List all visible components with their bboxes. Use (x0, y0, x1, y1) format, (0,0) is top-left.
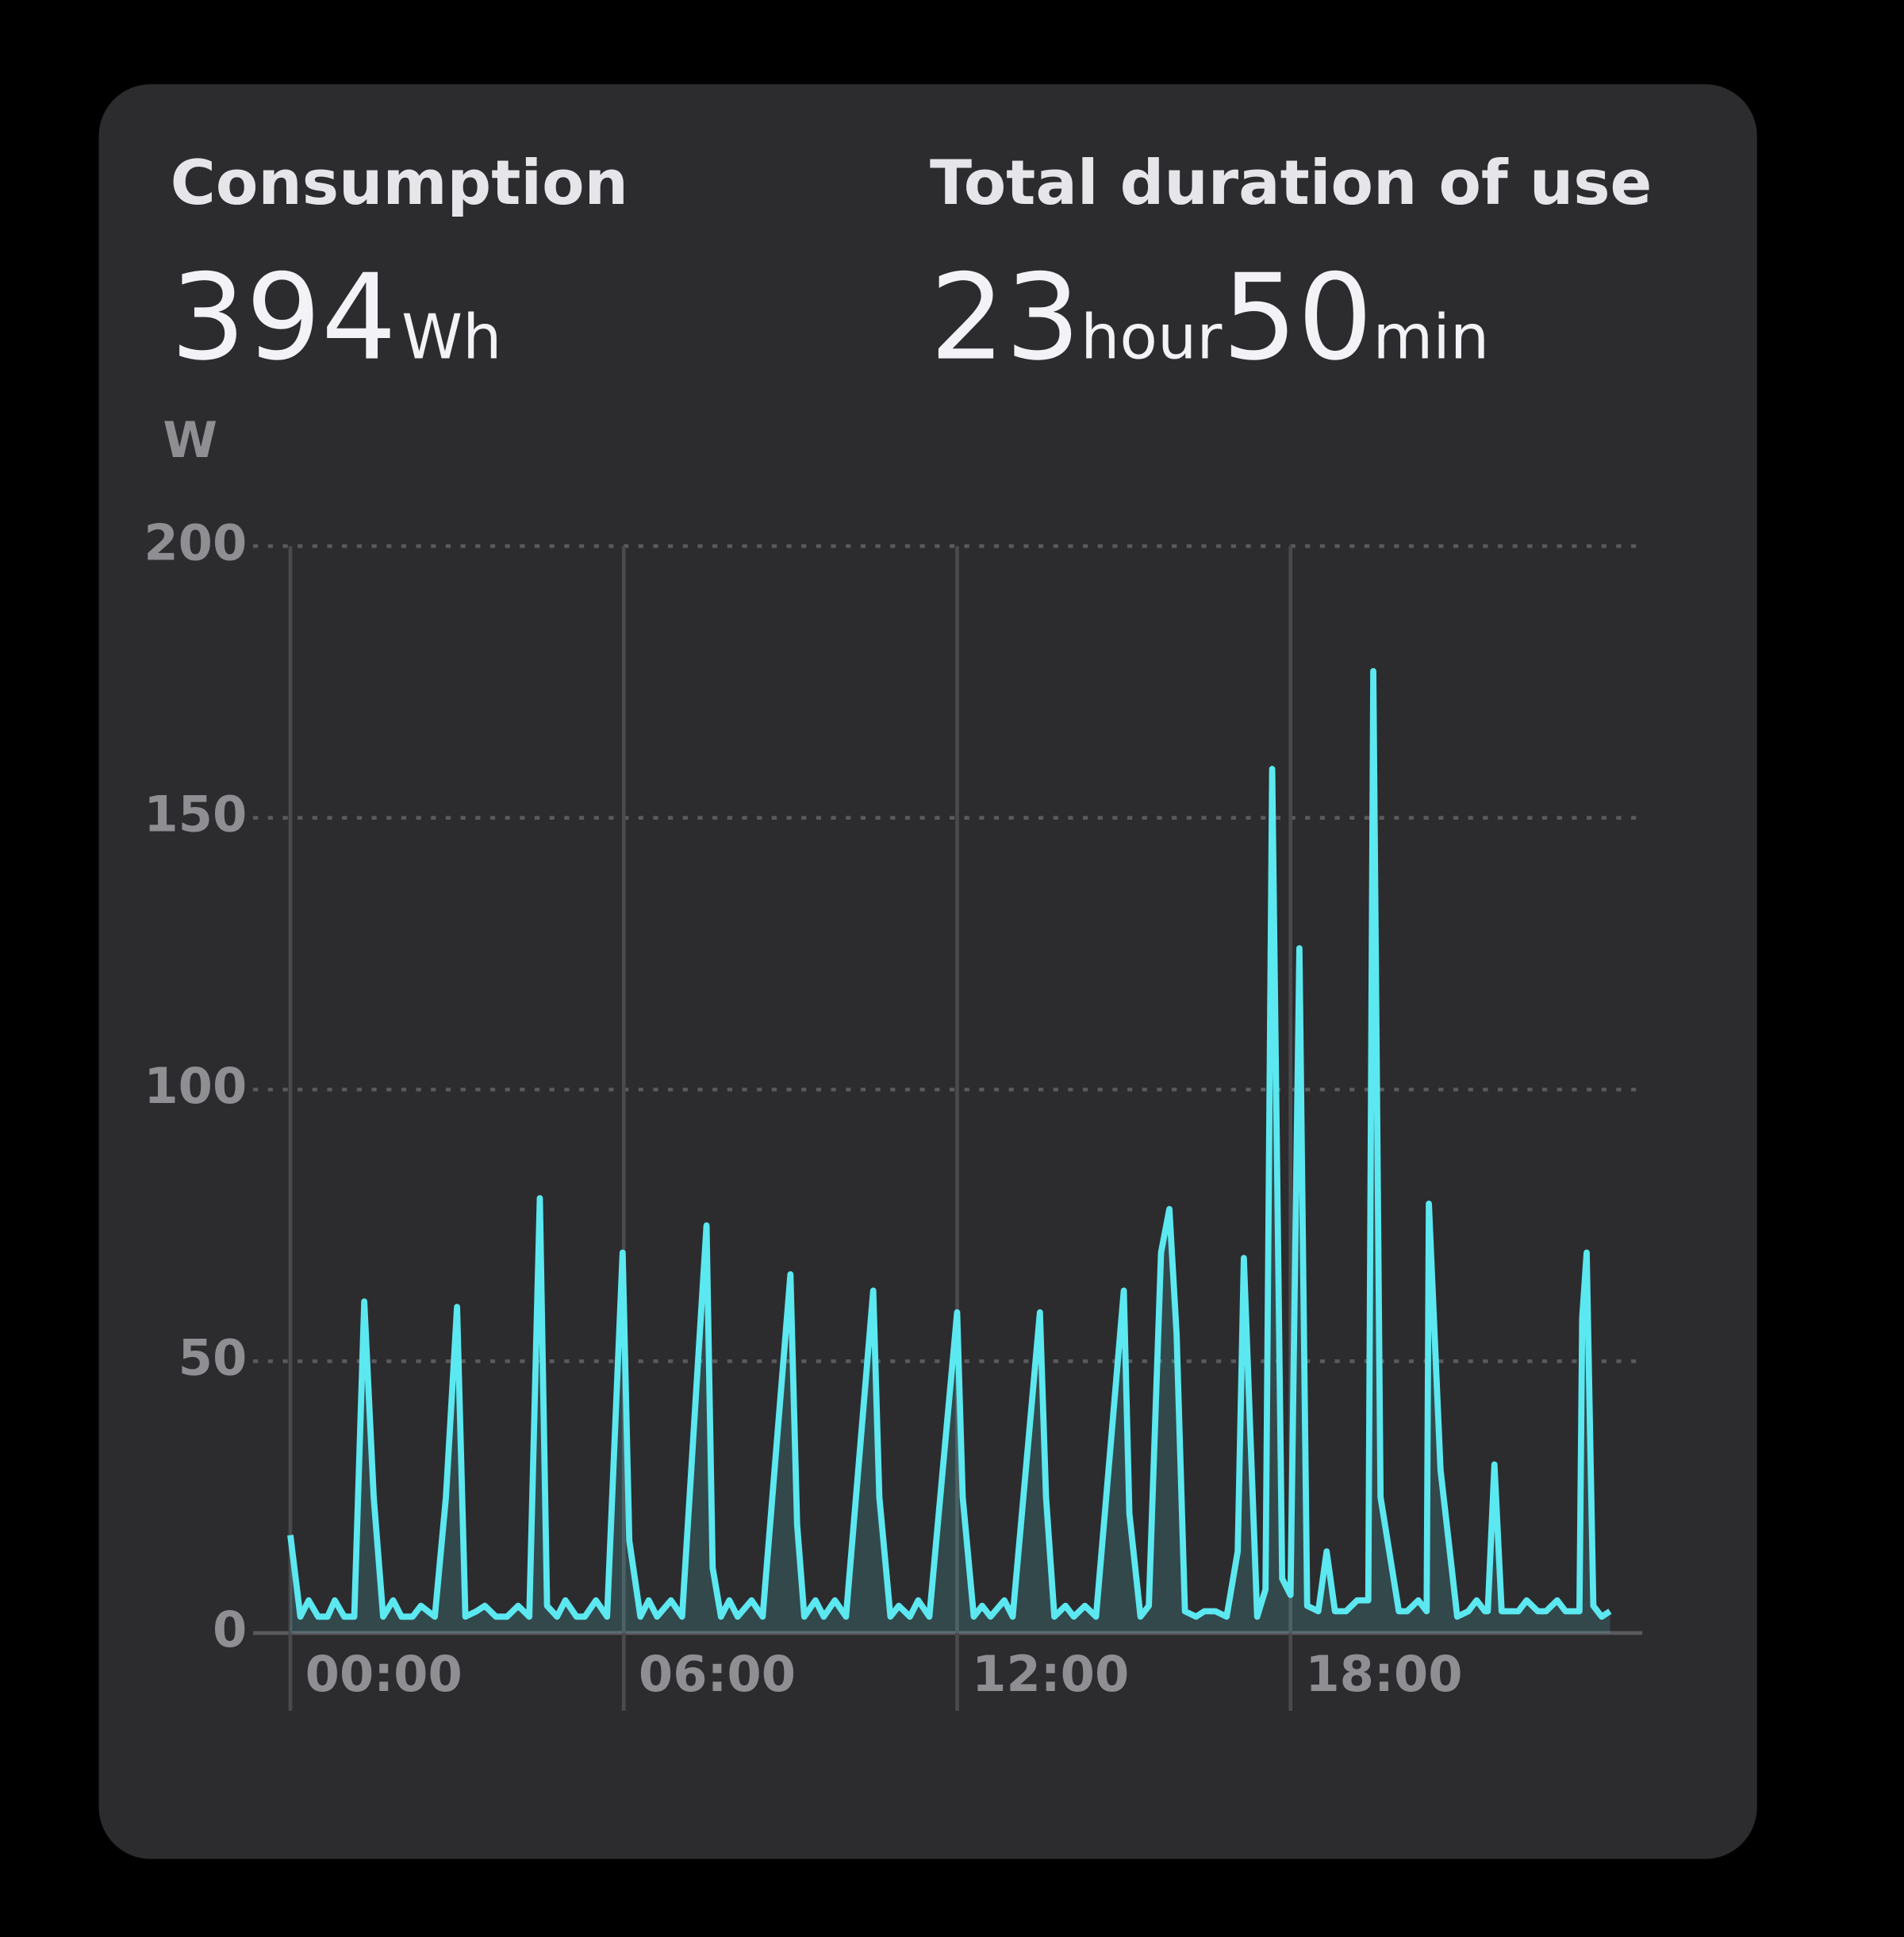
x-tick-label: 06:00 (639, 1645, 796, 1703)
consumption-label: Consumption (171, 148, 628, 219)
y-tick-label: 50 (178, 1329, 248, 1387)
line (287, 667, 1612, 1620)
duration-value: 23hour50min (930, 249, 1489, 387)
y-tick-label: 200 (144, 513, 247, 571)
consumption-value: 394 Wh (171, 249, 502, 387)
duration-minute-unit: min (1372, 302, 1489, 374)
consumption-unit: Wh (401, 302, 501, 374)
x-tick-label: 00:00 (305, 1645, 463, 1703)
duration-minutes: 50 (1222, 249, 1372, 387)
x-tick-label: 12:00 (972, 1645, 1129, 1703)
line-area (290, 671, 1610, 1633)
consumption-number: 394 (171, 249, 397, 387)
y-tick-label: 150 (144, 786, 247, 844)
y-axis-label: W (163, 411, 217, 469)
duration-hours: 23 (930, 249, 1081, 387)
card (98, 84, 1757, 1859)
duration-hour-unit: hour (1081, 302, 1222, 374)
y-tick-label: 100 (144, 1057, 247, 1115)
duration-label: Total duration of use (930, 148, 1652, 219)
y-tick-label: 0 (213, 1601, 247, 1658)
x-tick-label: 18:00 (1305, 1645, 1462, 1703)
